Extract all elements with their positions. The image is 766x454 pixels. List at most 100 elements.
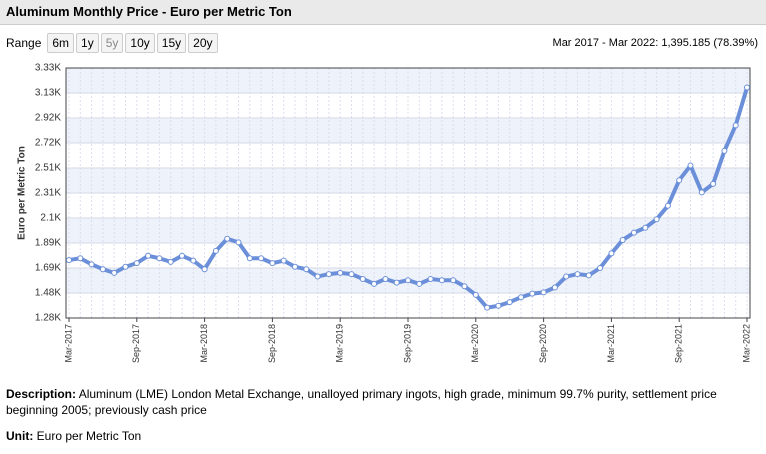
- y-tick-label: 2.1K: [40, 213, 61, 224]
- point: [484, 304, 491, 311]
- point: [438, 277, 445, 284]
- y-tick-label: 2.72K: [35, 138, 61, 149]
- unit-text: Euro per Metric Ton: [36, 429, 142, 443]
- point: [732, 122, 739, 129]
- y-tick-label: 3.13K: [35, 88, 61, 99]
- range-button[interactable]: 15y: [156, 33, 187, 53]
- y-tick-label: 2.92K: [35, 113, 61, 124]
- point: [551, 284, 558, 291]
- description-label: Description:: [6, 387, 77, 401]
- y-tick-label: 1.89K: [35, 238, 61, 249]
- point: [495, 302, 502, 309]
- point: [145, 252, 152, 259]
- x-tick-label: Sep-2021: [674, 324, 684, 363]
- point: [66, 257, 72, 264]
- point: [642, 224, 649, 231]
- range-button[interactable]: 5y: [100, 33, 124, 53]
- point: [664, 202, 671, 209]
- summary: Mar 2017 - Mar 2022: 1,395.185 (78.39%): [552, 37, 758, 49]
- footer: Description: Aluminum (LME) London Metal…: [6, 386, 758, 454]
- range-button[interactable]: 20y: [188, 33, 218, 53]
- point: [292, 263, 298, 270]
- x-tick-label: Sep-2018: [267, 324, 277, 363]
- range-button[interactable]: 10y: [125, 33, 155, 53]
- point: [133, 260, 140, 267]
- point: [167, 258, 174, 265]
- point: [608, 250, 615, 257]
- x-tick-label: Mar-2021: [606, 324, 616, 363]
- y-axis-label: Euro per Metric Ton: [17, 146, 28, 240]
- point: [529, 290, 536, 297]
- point: [371, 280, 378, 287]
- point: [597, 265, 604, 271]
- x-tick-label: Mar-2022: [741, 324, 751, 363]
- point: [122, 263, 129, 270]
- point: [721, 147, 728, 154]
- point: [631, 229, 637, 236]
- point: [179, 252, 185, 259]
- point: [416, 280, 423, 287]
- y-tick-label: 1.69K: [35, 263, 61, 274]
- point: [224, 235, 231, 242]
- unit-label: Unit:: [6, 429, 34, 443]
- point: [235, 239, 242, 246]
- point: [461, 283, 468, 290]
- point: [156, 255, 163, 262]
- y-tick-label: 3.33K: [35, 63, 61, 74]
- point: [212, 247, 219, 254]
- point: [382, 275, 389, 282]
- point: [88, 261, 95, 268]
- point: [450, 277, 457, 284]
- point: [269, 260, 276, 267]
- x-tick-label: Mar-2019: [335, 324, 345, 363]
- point: [472, 291, 479, 298]
- point: [190, 257, 197, 264]
- y-tick-label: 2.31K: [35, 188, 61, 199]
- point: [325, 271, 332, 278]
- point: [359, 275, 366, 282]
- point: [540, 289, 547, 296]
- point: [246, 255, 253, 262]
- x-tick-label: Mar-2020: [470, 324, 480, 363]
- point: [427, 275, 434, 282]
- x-tick-label: Mar-2017: [63, 324, 73, 363]
- x-tick-label: Sep-2019: [402, 324, 412, 363]
- range-label: Range: [6, 36, 42, 50]
- point: [348, 271, 355, 278]
- title: Aluminum Monthly Price - Euro per Metric…: [0, 0, 766, 25]
- point: [314, 273, 321, 280]
- unit: Unit: Euro per Metric Ton: [6, 428, 758, 444]
- point: [653, 216, 660, 223]
- point: [111, 269, 118, 276]
- grid-band: [66, 118, 750, 143]
- point: [337, 269, 344, 276]
- point: [619, 236, 626, 243]
- point: [585, 272, 592, 279]
- description-text: Aluminum (LME) London Metal Exchange, un…: [6, 387, 717, 417]
- point: [280, 257, 287, 264]
- description: Description: Aluminum (LME) London Metal…: [6, 386, 758, 418]
- x-tick-label: Sep-2020: [538, 324, 548, 363]
- point: [574, 271, 581, 278]
- range-button[interactable]: 1y: [76, 33, 99, 53]
- point: [506, 299, 513, 306]
- point: [303, 266, 310, 273]
- point: [563, 273, 570, 280]
- point: [698, 189, 705, 196]
- point: [393, 279, 400, 286]
- y-tick-label: 1.48K: [35, 288, 61, 299]
- y-tick-label: 1.28K: [35, 313, 61, 324]
- point: [744, 84, 750, 91]
- point: [687, 162, 694, 169]
- x-tick-label: Mar-2018: [199, 324, 209, 363]
- point: [710, 180, 717, 187]
- chart: 1.28K 1.48K 1.69K 1.89K 2.1K 2.31K 2.51K 2.72K 2…: [17, 63, 752, 363]
- point: [518, 294, 524, 301]
- point: [77, 255, 84, 262]
- point: [201, 266, 208, 273]
- range-bar: Range 6m 1y 5y 10y 15y 20y: [6, 33, 218, 53]
- point: [99, 266, 106, 273]
- point: [405, 277, 411, 284]
- range-button[interactable]: 6m: [47, 33, 75, 53]
